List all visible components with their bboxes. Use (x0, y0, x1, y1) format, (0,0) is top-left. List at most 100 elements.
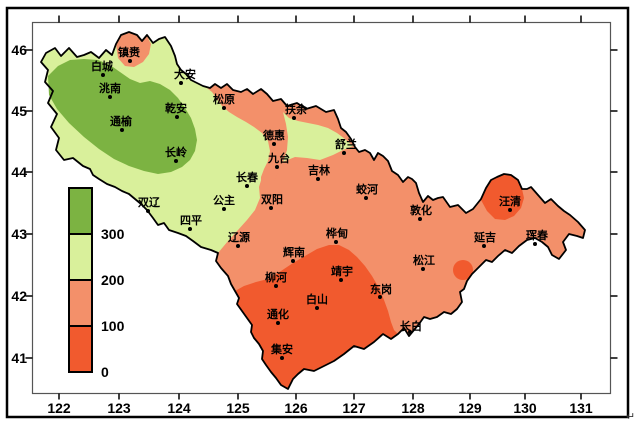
legend-swatch (68, 279, 93, 327)
city-dot (364, 196, 368, 200)
band-100-200-north-strip (203, 84, 353, 204)
city-dot (316, 177, 320, 181)
city-dot (334, 240, 338, 244)
city-label: 蛟河 (356, 182, 378, 196)
city-dot (174, 159, 178, 163)
x-tick-label: 125 (226, 400, 250, 416)
city-label: 镇赉 (118, 45, 141, 59)
city-label: 通榆 (110, 114, 133, 128)
x-tick-label: 130 (513, 400, 537, 416)
city-dot (421, 267, 425, 271)
city-label: 辉南 (283, 245, 305, 259)
city-dot (236, 244, 240, 248)
y-tick-label: 42 (11, 288, 27, 304)
city-dot (120, 128, 124, 132)
legend-value-label: 100 (101, 318, 125, 334)
city-label: 通化 (267, 307, 289, 321)
city-label: 白城 (91, 59, 113, 73)
city-dot (128, 59, 132, 63)
x-tick-label: 129 (458, 400, 482, 416)
y-tick-label: 45 (11, 103, 27, 119)
city-dot (276, 321, 280, 325)
band-0-100-wangqing-blob (481, 174, 524, 220)
city-dot (378, 295, 382, 299)
city-dot (222, 106, 226, 110)
city-label: 辽源 (228, 230, 250, 244)
city-label: 九台 (267, 151, 290, 165)
y-tick-label: 44 (11, 164, 27, 180)
city-label: 扶余 (285, 102, 308, 116)
city-label: 长岭 (165, 145, 187, 159)
city-dot (482, 244, 486, 248)
city-dot (274, 284, 278, 288)
city-label: 靖宇 (331, 264, 353, 278)
band-0-100-south-region (235, 245, 398, 389)
city-label: 松原 (213, 92, 235, 106)
city-dot (245, 184, 249, 188)
city-label: 双阳 (261, 192, 283, 206)
city-dot (272, 142, 276, 146)
band-over-300-region (48, 59, 197, 174)
band-0-100-small-spot (453, 260, 473, 280)
city-dot (101, 73, 105, 77)
city-label: 大安 (174, 67, 196, 81)
legend-value-label: 200 (101, 272, 125, 288)
legend-swatch (68, 325, 93, 373)
city-label: 德惠 (262, 128, 285, 142)
legend-value-label: 300 (101, 226, 125, 242)
city-dot (291, 259, 295, 263)
city-dot (342, 151, 346, 155)
city-dot (339, 278, 343, 282)
city-label: 松江 (413, 253, 435, 267)
x-tick-label: 126 (284, 400, 308, 416)
city-dot (146, 209, 150, 213)
city-label: 四平 (180, 214, 202, 227)
y-tick-label: 43 (11, 226, 27, 242)
city-label: 汪清 (499, 194, 521, 208)
city-label: 柳河 (265, 270, 287, 284)
city-dot (175, 115, 179, 119)
province-outline (40, 31, 586, 390)
axis-ticks: 122 123 124 125 126 127 128 129 130 131 46 45 44 43 42… (11, 15, 618, 416)
city-dot (315, 306, 319, 310)
city-label: 东岗 (370, 282, 392, 296)
city-label: 公主 (213, 193, 235, 207)
x-tick-label: 127 (342, 400, 366, 416)
line-break-mark: ↵ (626, 411, 635, 423)
city-dot (533, 242, 537, 246)
x-tick-label: 123 (107, 400, 131, 416)
city-dot (269, 206, 273, 210)
city-label: 敦化 (410, 203, 432, 217)
city-label: 延吉 (473, 230, 496, 244)
city-dot (408, 330, 412, 334)
city-dot (222, 207, 226, 211)
legend-colorbar: 300 200 100 0 (68, 187, 125, 380)
legend-swatch (68, 233, 93, 281)
city-label: 集安 (270, 342, 293, 356)
y-tick-label: 41 (11, 350, 27, 366)
legend-value-label: 0 (101, 364, 109, 380)
city-dot (188, 227, 192, 231)
city-label: 珲春 (526, 228, 549, 242)
city-dot (418, 217, 422, 221)
city-label: 洮南 (99, 81, 121, 95)
city-dot (108, 95, 112, 99)
city-label: 长白 (400, 319, 422, 333)
city-label: 乾安 (165, 101, 187, 115)
city-label: 桦甸 (325, 226, 348, 240)
city-dot (179, 81, 183, 85)
y-tick-label: 46 (11, 42, 27, 58)
legend-swatch (68, 187, 93, 235)
city-dot (292, 116, 296, 120)
city-dot (280, 356, 284, 360)
x-tick-label: 128 (401, 400, 425, 416)
city-label: 长春 (236, 170, 259, 184)
city-dot (508, 208, 512, 212)
outer-border (5, 6, 630, 419)
city-dot (275, 165, 279, 169)
city-label: 舒兰 (335, 137, 357, 151)
city-label: 白山 (306, 292, 328, 306)
